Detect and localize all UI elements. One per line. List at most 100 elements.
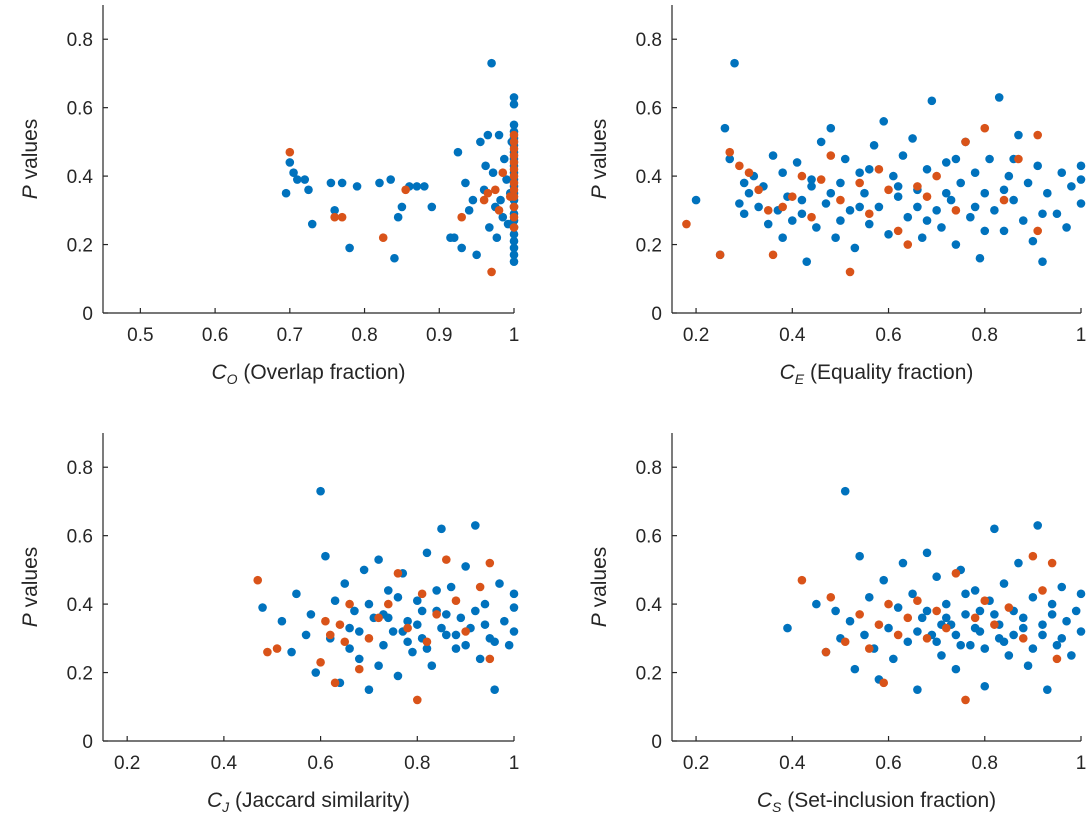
x-tick-label: 0.2 — [114, 753, 140, 774]
blue-data-point — [831, 233, 840, 243]
blue-data-point — [509, 236, 519, 246]
blue-data-point — [504, 640, 514, 650]
blue-data-point — [1028, 644, 1038, 653]
x-tick-label: 0.4 — [779, 325, 806, 346]
blue-data-point — [797, 209, 807, 219]
blue-data-point — [481, 161, 490, 171]
blue-data-point — [970, 586, 980, 595]
blue-data-point — [461, 562, 470, 571]
blue-data-point — [1023, 661, 1033, 671]
y-tick-label: 0.8 — [67, 458, 93, 479]
blue-data-point — [498, 212, 508, 222]
orange-data-point — [884, 599, 893, 609]
blue-data-point — [364, 685, 374, 694]
blue-data-point — [490, 637, 499, 647]
blue-data-point — [937, 223, 946, 232]
blue-data-point — [499, 154, 509, 164]
equality-x-axis-label: CE (Equality fraction) — [780, 361, 974, 387]
blue-data-point — [277, 616, 287, 626]
orange-data-point — [893, 226, 903, 236]
blue-data-point — [420, 182, 429, 191]
blue-data-point — [289, 168, 298, 177]
blue-data-point — [864, 164, 874, 174]
blue-data-point — [831, 606, 840, 616]
blue-data-point — [845, 616, 855, 626]
blue-data-point — [488, 168, 498, 177]
blue-data-point — [412, 182, 422, 191]
blue-data-point — [990, 524, 999, 534]
orange-data-point — [932, 606, 941, 616]
blue-data-point — [397, 202, 407, 212]
orange-data-point — [807, 212, 816, 222]
orange-data-point — [509, 185, 519, 195]
blue-data-point — [417, 606, 427, 616]
orange-data-point — [354, 664, 364, 674]
orange-data-point — [893, 630, 903, 640]
blue-data-point — [427, 202, 437, 212]
orange-data-point — [422, 637, 432, 647]
x-tick-label: 0.5 — [127, 325, 153, 346]
orange-data-point — [272, 644, 282, 653]
blue-data-point — [457, 243, 466, 253]
blue-data-point — [1052, 209, 1062, 219]
orange-data-point — [321, 616, 330, 626]
blue-data-point — [739, 178, 749, 188]
orange-data-point — [417, 589, 427, 599]
y-tick-label: 0 — [651, 732, 662, 753]
y-axis-label: P values — [19, 119, 42, 200]
blue-data-point — [898, 151, 908, 160]
blue-data-point — [864, 219, 874, 229]
blue-data-point — [483, 130, 493, 140]
blue-data-point — [287, 647, 296, 657]
blue-data-point — [778, 233, 787, 243]
blue-data-point — [359, 565, 369, 575]
blue-data-point — [941, 188, 951, 198]
blue-data-point — [941, 599, 951, 609]
orange-data-point — [451, 596, 461, 605]
orange-data-point — [744, 168, 754, 177]
x-tick-label: 0.9 — [426, 325, 452, 346]
orange-data-point — [364, 634, 374, 643]
orange-data-point — [874, 620, 884, 629]
x-tick-label: 1 — [509, 753, 520, 774]
orange-data-point — [485, 654, 495, 664]
blue-data-point — [485, 223, 494, 232]
blue-data-point — [316, 486, 325, 496]
orange-data-point — [725, 147, 735, 157]
blue-data-point — [855, 168, 864, 177]
blue-data-point — [354, 627, 364, 636]
blue-data-point — [472, 250, 481, 260]
orange-data-point — [1033, 130, 1042, 140]
blue-data-point — [461, 640, 470, 650]
overlap-fraction-panel: 0.5 0.6 0.7 0.8 0.9 1 0 0.2 0.4 0.6 0.8 CO (Overlap… — [19, 5, 519, 387]
orange-data-point — [316, 657, 325, 667]
blue-data-point — [449, 233, 459, 243]
blue-data-point — [845, 206, 855, 215]
orange-data-point — [961, 137, 970, 147]
orange-data-point — [509, 202, 519, 212]
blue-data-point — [735, 199, 744, 208]
y-tick-label: 0.2 — [636, 236, 662, 257]
blue-data-point — [970, 623, 980, 633]
x-tick-label: 0.8 — [972, 325, 998, 346]
blue-data-point — [951, 154, 961, 164]
orange-data-point — [461, 627, 470, 636]
orange-data-point — [330, 212, 339, 222]
orange-data-point — [457, 212, 466, 222]
set-inclusion-x-axis-label: CS (Set-inclusion fraction) — [757, 789, 996, 814]
blue-data-point — [311, 668, 321, 677]
orange-data-point — [980, 596, 990, 605]
blue-data-point — [994, 93, 1004, 102]
blue-data-point — [922, 548, 932, 558]
blue-data-point — [1028, 592, 1038, 602]
blue-data-point — [812, 599, 821, 609]
blue-data-point — [393, 212, 403, 222]
orange-data-point — [797, 171, 807, 181]
blue-data-point — [487, 58, 496, 68]
orange-data-point — [393, 569, 403, 578]
blue-data-point — [884, 623, 893, 633]
blue-data-point — [932, 206, 941, 215]
blue-data-point — [975, 606, 985, 616]
orange-data-point — [715, 250, 725, 260]
orange-data-point — [754, 185, 763, 195]
